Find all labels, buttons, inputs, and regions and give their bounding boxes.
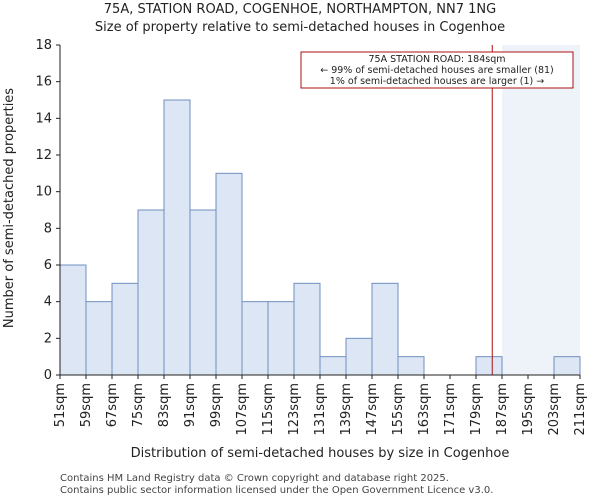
bar-83sqm [163,99,191,376]
bar-91sqm [189,209,217,376]
bar-179sqm [475,356,503,376]
x-tick-label: 67sqm [105,383,120,427]
histogram-chart: 0 2 4 6 8 10 12 14 16 18 51sqm 59sqm 67sqm 75sqm 83sq… [2,38,588,461]
y-axis-label: Number of semi-detached properties [2,88,17,328]
bar-155sqm [397,356,425,376]
bar-59sqm [85,301,113,376]
y-tick-label: 16 [35,75,52,90]
bar-203sqm [553,356,581,376]
x-tick-label: 83sqm [157,383,172,427]
footer-copyright: Contains HM Land Registry data © Crown c… [60,473,449,484]
x-tick-label: 51sqm [53,383,68,427]
x-tick-label: 147sqm [365,383,380,436]
x-tick-label: 155sqm [391,383,406,436]
x-tick-label: 75sqm [131,383,146,427]
chart-subtitle: Size of property relative to semi-detach… [94,20,506,35]
x-tick-label: 99sqm [209,383,224,427]
x-tick-label: 203sqm [547,383,562,436]
bar-75sqm [137,209,165,376]
bar-51sqm [59,264,87,376]
annotation-title: 75A STATION ROAD: 184sqm [369,54,506,65]
y-tick-label: 14 [35,111,52,126]
bar-139sqm [345,337,373,376]
annotation-box [300,51,574,89]
y-tick-label: 6 [44,258,52,273]
bar-147sqm [371,282,399,376]
y-tick-label: 10 [35,185,52,200]
annotation-larger: 1% of semi-detached houses are larger (1… [330,76,544,87]
x-tick-label: 131sqm [313,383,328,436]
bar-131sqm [319,356,347,376]
x-tick-label: 123sqm [287,383,302,436]
x-axis-label: Distribution of semi-detached houses by … [131,446,510,461]
bar-99sqm [215,172,243,376]
chart-title: 75A, STATION ROAD, COGENHOE, NORTHAMPTON… [103,2,497,17]
bar-123sqm [293,282,321,376]
x-tick-label: 187sqm [495,383,510,436]
y-tick-label: 8 [44,221,52,236]
x-tick-label: 211sqm [573,383,588,436]
y-tick-label: 4 [44,295,52,310]
x-tick-label: 91sqm [183,383,198,427]
bar-107sqm [241,301,269,376]
y-tick-label: 18 [35,38,52,53]
x-tick-label: 107sqm [235,383,250,436]
larger-region-shading [502,45,580,375]
y-tick-label: 0 [44,368,52,383]
bar-115sqm [267,301,295,376]
x-tick-label: 195sqm [521,383,536,436]
x-tick-label: 179sqm [469,383,484,436]
x-tick-label: 59sqm [79,383,94,427]
y-tick-label: 2 [44,331,52,346]
x-tick-label: 171sqm [443,383,458,436]
x-tick-label: 139sqm [339,383,354,436]
x-tick-label: 163sqm [417,383,432,436]
annotation-smaller: ← 99% of semi-detached houses are smalle… [320,65,554,76]
y-tick-label: 12 [35,148,52,163]
footer-licence: Contains public sector information licen… [60,485,494,496]
bar-67sqm [111,282,139,376]
x-tick-label: 115sqm [261,383,276,436]
